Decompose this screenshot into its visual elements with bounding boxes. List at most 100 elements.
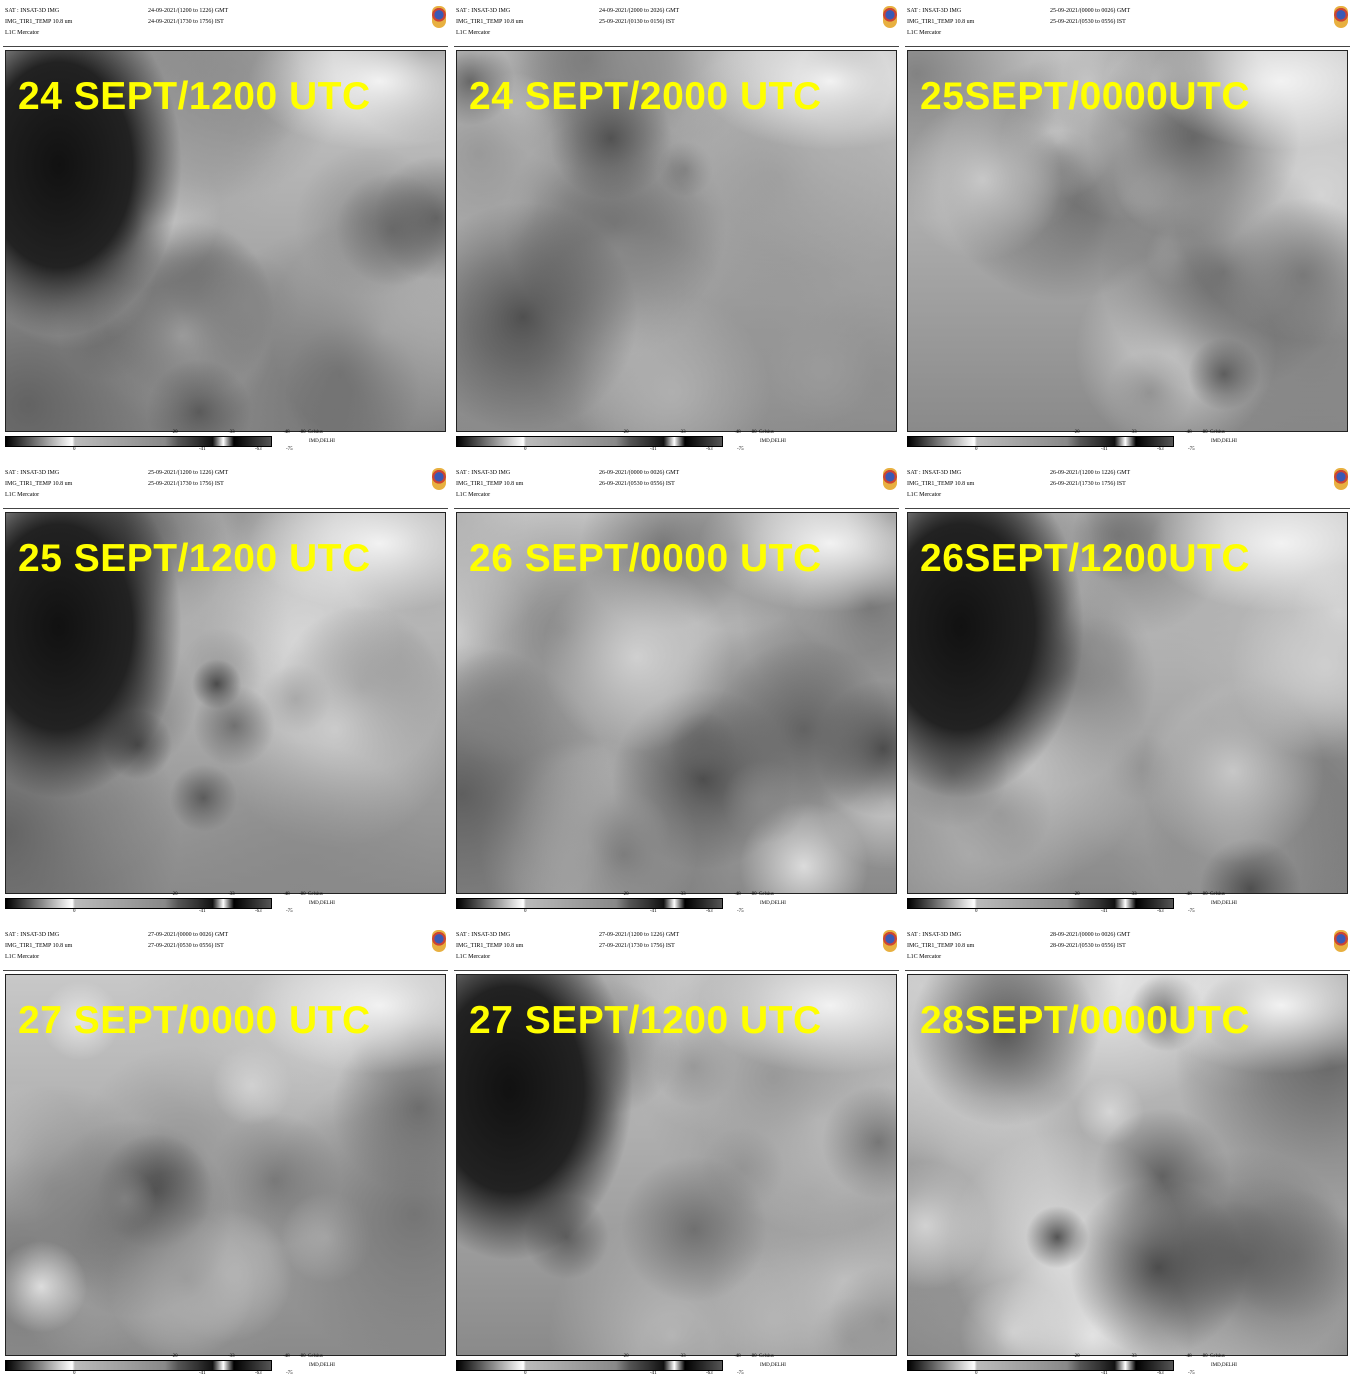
- imd-logo: [1334, 6, 1348, 28]
- product-label: IMG_TIR1_TEMP 10.8 um: [907, 943, 974, 949]
- colorbar-unit: Celsius: [759, 1354, 774, 1359]
- ist-time: 25-09-2021/(0530 to 0556) IST: [1050, 19, 1126, 25]
- colorbar-label: -20: [1073, 1354, 1080, 1359]
- ist-time: 25-09-2021/(1730 to 1756) IST: [148, 481, 224, 487]
- ist-time: 27-09-2021/(0530 to 0556) IST: [148, 943, 224, 949]
- colorbar-scale: [456, 1360, 723, 1371]
- ist-time: 24-09-2021/(1730 to 1756) IST: [148, 19, 224, 25]
- gmt-time: 28-09-2021/(0000 to 0026) GMT: [1050, 932, 1130, 938]
- projection-label: L1C Mercator: [907, 954, 941, 960]
- colorbar-label: -33: [228, 892, 235, 897]
- satellite-image: 25 SEPT/1200 UTC: [5, 512, 446, 894]
- colorbar-label: -75: [1188, 1371, 1195, 1376]
- ist-time: 27-09-2021/(1730 to 1756) IST: [599, 943, 675, 949]
- colorbar-label: -63: [255, 447, 262, 452]
- projection-label: L1C Mercator: [456, 30, 490, 36]
- colorbar-label: -63: [255, 909, 262, 914]
- satellite-image: 27 SEPT/1200 UTC: [456, 974, 897, 1356]
- colorbar-label: -33: [1130, 430, 1137, 435]
- gmt-time: 24-09-2021/(1200 to 1226) GMT: [148, 8, 228, 14]
- colorbar-scale: [456, 436, 723, 447]
- product-label: IMG_TIR1_TEMP 10.8 um: [5, 481, 72, 487]
- colorbar-unit: Celsius: [1210, 430, 1225, 435]
- sat-label: SAT : INSAT-3D IMG: [456, 932, 510, 938]
- panel-title: 27 SEPT/0000 UTC: [18, 999, 371, 1043]
- gmt-time: 24-09-2021/(2000 to 2026) GMT: [599, 8, 679, 14]
- product-label: IMG_TIR1_TEMP 10.8 um: [456, 481, 523, 487]
- colorbar-unit: Celsius: [759, 430, 774, 435]
- colorbar-label: -20: [1073, 892, 1080, 897]
- colorbar-label: -41: [650, 909, 657, 914]
- panel-title: 27 SEPT/1200 UTC: [469, 999, 822, 1043]
- credit: IMD,DELHI: [1211, 901, 1237, 906]
- sat-label: SAT : INSAT-3D IMG: [5, 8, 59, 14]
- sat-label: SAT : INSAT-3D IMG: [456, 8, 510, 14]
- colorbar-label: -33: [1130, 892, 1137, 897]
- colorbar-label: -63: [1157, 447, 1164, 452]
- colorbar-scale: [5, 436, 272, 447]
- gmt-time: 27-09-2021/(0000 to 0026) GMT: [148, 932, 228, 938]
- colorbar-label: -80: [299, 430, 306, 435]
- colorbar-label: 0: [524, 909, 527, 914]
- colorbar-label: -75: [1188, 447, 1195, 452]
- colorbar-label: -33: [228, 1354, 235, 1359]
- product-label: IMG_TIR1_TEMP 10.8 um: [5, 19, 72, 25]
- panel-title: 25SEPT/0000UTC: [920, 75, 1250, 119]
- projection-label: L1C Mercator: [907, 492, 941, 498]
- ist-time: 26-09-2021/(1730 to 1756) IST: [1050, 481, 1126, 487]
- satellite-image: 25SEPT/0000UTC: [907, 50, 1348, 432]
- projection-label: L1C Mercator: [5, 492, 39, 498]
- projection-label: L1C Mercator: [456, 954, 490, 960]
- colorbar-label: -80: [750, 892, 757, 897]
- colorbar-unit: Celsius: [1210, 892, 1225, 897]
- gmt-time: 26-09-2021/(0000 to 0026) GMT: [599, 470, 679, 476]
- colorbar-label: -48: [1185, 430, 1192, 435]
- colorbar-scale: [456, 898, 723, 909]
- colorbar-label: 0: [975, 909, 978, 914]
- colorbar-label: -48: [734, 1354, 741, 1359]
- projection-label: L1C Mercator: [907, 30, 941, 36]
- colorbar-scale: [907, 1360, 1174, 1371]
- colorbar-label: 0: [73, 909, 76, 914]
- colorbar-label: -20: [622, 892, 629, 897]
- colorbar-label: -41: [199, 447, 206, 452]
- colorbar-label: -48: [1185, 1354, 1192, 1359]
- colorbar-label: 0: [975, 1371, 978, 1376]
- panel-title: 26 SEPT/0000 UTC: [469, 537, 822, 581]
- product-label: IMG_TIR1_TEMP 10.8 um: [907, 19, 974, 25]
- colorbar-label: 0: [975, 447, 978, 452]
- imd-logo: [432, 930, 446, 952]
- colorbar-unit: Celsius: [308, 1354, 323, 1359]
- imd-logo: [883, 930, 897, 952]
- panel-title: 25 SEPT/1200 UTC: [18, 537, 371, 581]
- colorbar-label: 0: [524, 447, 527, 452]
- colorbar-unit: Celsius: [759, 892, 774, 897]
- colorbar-label: -48: [734, 430, 741, 435]
- gmt-time: 26-09-2021/(1200 to 1226) GMT: [1050, 470, 1130, 476]
- colorbar-label: -20: [622, 1354, 629, 1359]
- credit: IMD,DELHI: [309, 901, 335, 906]
- colorbar-label: -80: [750, 430, 757, 435]
- credit: IMD,DELHI: [309, 439, 335, 444]
- colorbar-label: -48: [1185, 892, 1192, 897]
- colorbar-label: -20: [1073, 430, 1080, 435]
- panel-title: 28SEPT/0000UTC: [920, 999, 1250, 1043]
- ist-time: 26-09-2021/(0530 to 0556) IST: [599, 481, 675, 487]
- panel-title: 24 SEPT/1200 UTC: [18, 75, 371, 119]
